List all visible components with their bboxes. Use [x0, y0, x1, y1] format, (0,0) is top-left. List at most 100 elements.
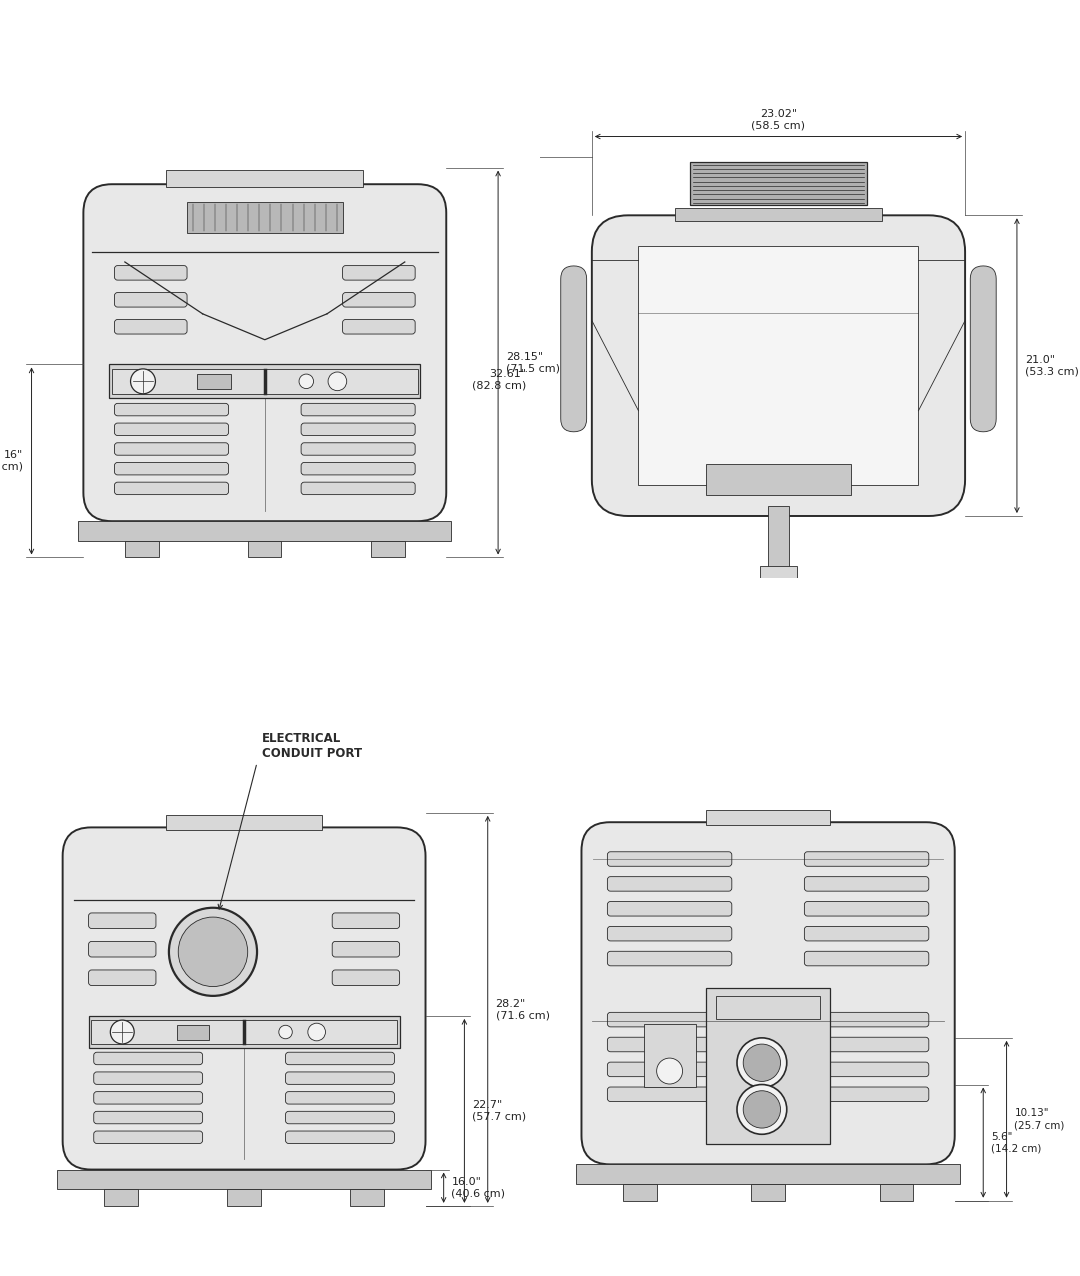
FancyBboxPatch shape [114, 292, 187, 308]
Bar [760, 567, 797, 590]
FancyBboxPatch shape [83, 184, 446, 521]
Circle shape [131, 369, 156, 394]
FancyBboxPatch shape [301, 462, 415, 475]
Bar [638, 246, 918, 485]
FancyBboxPatch shape [333, 970, 400, 985]
FancyBboxPatch shape [94, 1111, 203, 1124]
FancyBboxPatch shape [114, 403, 229, 416]
Text: 32.61"
(82.8 cm): 32.61" (82.8 cm) [472, 369, 527, 390]
FancyBboxPatch shape [592, 216, 966, 516]
Circle shape [279, 1026, 293, 1039]
Bar [112, 369, 418, 394]
FancyBboxPatch shape [805, 902, 929, 916]
FancyBboxPatch shape [114, 424, 229, 435]
Bar [706, 988, 831, 1143]
Bar [716, 995, 820, 1020]
FancyBboxPatch shape [561, 265, 586, 431]
FancyBboxPatch shape [94, 1053, 203, 1064]
Circle shape [178, 917, 247, 986]
FancyBboxPatch shape [805, 952, 929, 966]
FancyBboxPatch shape [285, 1053, 394, 1064]
Bar [125, 541, 159, 558]
Bar [644, 1025, 696, 1087]
FancyBboxPatch shape [89, 912, 156, 929]
Circle shape [299, 374, 313, 389]
FancyBboxPatch shape [805, 926, 929, 940]
FancyBboxPatch shape [301, 424, 415, 435]
Bar [765, 587, 793, 601]
Bar [78, 521, 451, 541]
Bar [706, 810, 831, 824]
Circle shape [110, 1020, 134, 1044]
FancyBboxPatch shape [285, 1072, 394, 1085]
Text: 28.15"
(71.5 cm): 28.15" (71.5 cm) [507, 352, 561, 374]
FancyBboxPatch shape [301, 443, 415, 456]
Bar [675, 208, 882, 221]
Bar [109, 365, 420, 398]
Bar [166, 815, 322, 829]
FancyBboxPatch shape [607, 902, 732, 916]
Bar [198, 374, 231, 389]
FancyBboxPatch shape [805, 1037, 929, 1051]
FancyBboxPatch shape [342, 265, 415, 281]
FancyBboxPatch shape [333, 912, 400, 929]
Bar [227, 1189, 260, 1206]
FancyBboxPatch shape [114, 319, 187, 334]
Bar [623, 1184, 657, 1201]
FancyBboxPatch shape [114, 265, 187, 281]
Text: 5.6"
(14.2 cm): 5.6" (14.2 cm) [991, 1132, 1041, 1154]
FancyBboxPatch shape [607, 1087, 732, 1101]
FancyBboxPatch shape [607, 1062, 732, 1077]
FancyBboxPatch shape [607, 852, 732, 866]
Circle shape [328, 373, 347, 390]
Bar [91, 1020, 397, 1045]
Text: 23.02"
(58.5 cm): 23.02" (58.5 cm) [752, 108, 806, 130]
Bar [768, 505, 788, 568]
Bar [166, 170, 363, 186]
Bar [187, 203, 342, 234]
FancyBboxPatch shape [805, 1062, 929, 1077]
FancyBboxPatch shape [805, 877, 929, 891]
FancyBboxPatch shape [805, 1012, 929, 1027]
Bar [577, 1165, 960, 1184]
Bar [372, 541, 405, 558]
FancyBboxPatch shape [94, 1072, 203, 1085]
FancyBboxPatch shape [285, 1111, 394, 1124]
Circle shape [743, 1091, 781, 1128]
FancyBboxPatch shape [607, 877, 732, 891]
Circle shape [308, 1023, 325, 1041]
FancyBboxPatch shape [970, 265, 996, 431]
FancyBboxPatch shape [114, 482, 229, 495]
FancyBboxPatch shape [607, 1037, 732, 1051]
FancyBboxPatch shape [89, 942, 156, 957]
FancyBboxPatch shape [805, 852, 929, 866]
Bar [751, 1184, 785, 1201]
Text: 16.0"
(40.6 cm): 16.0" (40.6 cm) [451, 1176, 505, 1198]
Circle shape [737, 1085, 786, 1134]
Text: 16"
(40.6 cm): 16" (40.6 cm) [0, 450, 24, 472]
Bar [57, 1170, 431, 1189]
Circle shape [168, 907, 257, 995]
Text: 21.0"
(53.3 cm): 21.0" (53.3 cm) [1025, 355, 1079, 376]
Bar [104, 1189, 138, 1206]
Circle shape [743, 1044, 781, 1082]
FancyBboxPatch shape [63, 827, 426, 1170]
Text: ELECTRICAL
CONDUIT PORT: ELECTRICAL CONDUIT PORT [262, 732, 363, 760]
Text: 10.13"
(25.7 cm): 10.13" (25.7 cm) [1014, 1109, 1065, 1131]
Bar [177, 1026, 208, 1040]
Circle shape [657, 1058, 683, 1085]
FancyBboxPatch shape [94, 1092, 203, 1104]
FancyBboxPatch shape [301, 482, 415, 495]
FancyBboxPatch shape [342, 292, 415, 308]
FancyBboxPatch shape [89, 970, 156, 985]
FancyBboxPatch shape [94, 1131, 203, 1143]
FancyBboxPatch shape [301, 403, 415, 416]
FancyBboxPatch shape [285, 1092, 394, 1104]
Bar [706, 464, 851, 495]
FancyBboxPatch shape [114, 443, 229, 456]
FancyBboxPatch shape [805, 1087, 929, 1101]
FancyBboxPatch shape [607, 1012, 732, 1027]
Bar [690, 162, 866, 205]
FancyBboxPatch shape [581, 822, 955, 1165]
Bar [247, 541, 282, 558]
